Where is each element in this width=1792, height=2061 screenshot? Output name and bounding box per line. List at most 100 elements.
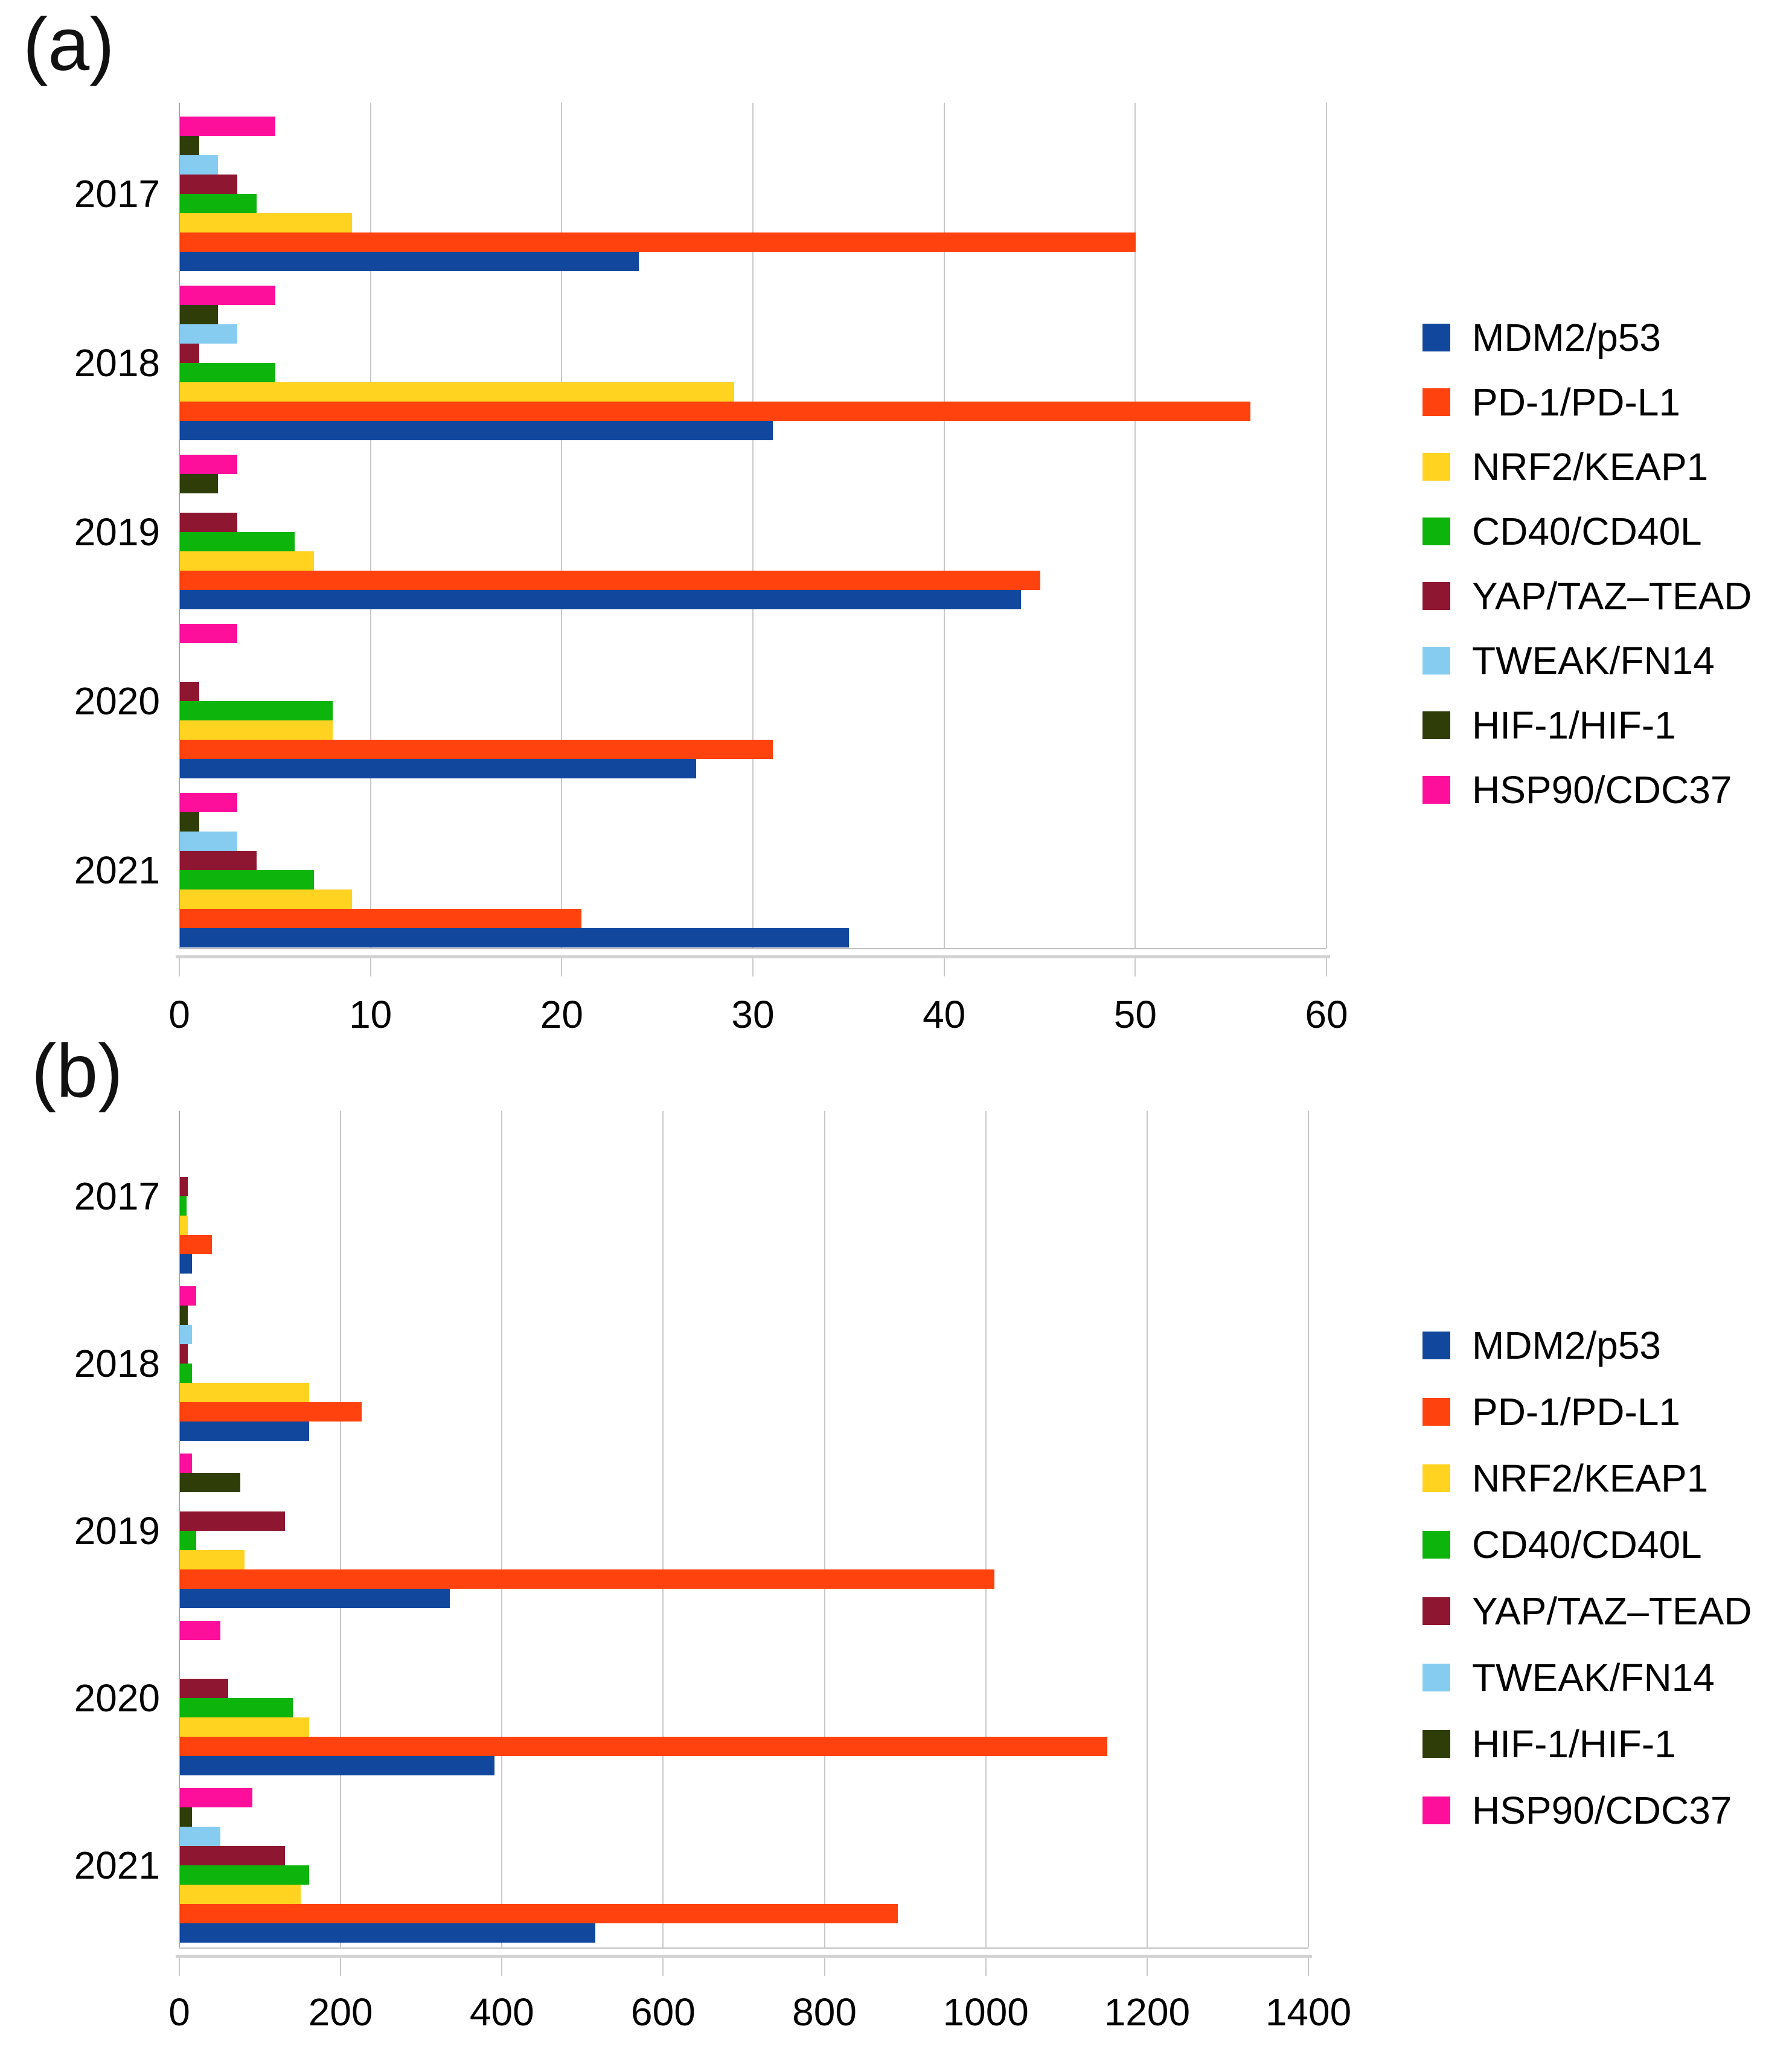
x-tick-label-1400: 1400: [1265, 1990, 1352, 2034]
legend-swatch-pd-1-pd-l1: [1422, 388, 1450, 416]
bar-hif-1-hif-1-2021: [180, 1807, 192, 1827]
bar-mdm2-p53-2017: [180, 252, 639, 271]
x-axis-tick: [179, 1958, 180, 1976]
bar-cd40-cd40l-2018: [180, 363, 275, 382]
x-tick-label-200: 200: [308, 1990, 373, 2034]
bar-hif-1-hif-1-2018: [180, 305, 218, 324]
bar-cd40-cd40l-2019: [180, 532, 295, 551]
bar-yap-taz-tead-2019: [180, 1511, 285, 1531]
legend-swatch-hif-1-hif-1: [1422, 1730, 1450, 1758]
bar-mdm2-p53-2018: [180, 1422, 309, 1441]
bar-tweak-fn14-2017: [180, 155, 218, 175]
legend-swatch-mdm2-p53: [1422, 324, 1450, 351]
bar-nrf2-keap1-2021: [180, 1885, 301, 1904]
y-axis-label-2020: 2020: [74, 1676, 160, 1720]
bar-cd40-cd40l-2020: [180, 701, 333, 720]
legend-label-hif-1-hif-1: HIF-1/HIF-1: [1472, 1722, 1676, 1766]
bar-nrf2-keap1-2019: [180, 551, 314, 571]
bar-pd-1-pd-l1-2021: [180, 1904, 898, 1923]
bar-cd40-cd40l-2019: [180, 1531, 196, 1550]
legend-label-hsp90-cdc37: HSP90/CDC37: [1472, 1789, 1732, 1832]
bar-mdm2-p53-2017: [180, 1254, 192, 1274]
gridline: [752, 103, 754, 948]
bar-nrf2-keap1-2019: [180, 1550, 245, 1569]
bar-tweak-fn14-2018: [180, 324, 237, 344]
bar-hsp90-cdc37-2021: [180, 793, 237, 812]
x-axis-line: [179, 948, 1326, 949]
bar-hif-1-hif-1-2019: [180, 1473, 240, 1492]
x-tick-label-1200: 1200: [1104, 1990, 1191, 2034]
x-tick-label-0: 0: [168, 993, 190, 1036]
legend-label-tweak-fn14: TWEAK/FN14: [1472, 639, 1715, 682]
bar-yap-taz-tead-2021: [180, 851, 257, 870]
x-tick-label-1000: 1000: [942, 1990, 1029, 2034]
bar-hsp90-cdc37-2021: [180, 1788, 252, 1807]
bar-tweak-fn14-2021: [180, 832, 237, 851]
x-axis-band: [176, 955, 1330, 958]
x-axis-tick: [662, 1958, 664, 1976]
legend-swatch-tweak-fn14: [1422, 647, 1450, 675]
bar-yap-taz-tead-2020: [180, 1679, 228, 1698]
legend-label-yap-taz-tead: YAP/TAZ–TEAD: [1472, 574, 1752, 618]
gridline: [1146, 1111, 1148, 1947]
x-axis-tick: [985, 1958, 987, 1976]
legend-label-cd40-cd40l: CD40/CD40L: [1472, 1523, 1702, 1566]
x-axis-tick: [1146, 1958, 1148, 1976]
legend-swatch-nrf2-keap1: [1422, 453, 1450, 481]
gridline: [1326, 103, 1327, 948]
bar-yap-taz-tead-2017: [180, 1177, 188, 1196]
gridline: [1134, 103, 1136, 948]
x-tick-label-400: 400: [469, 1990, 534, 2034]
bar-cd40-cd40l-2018: [180, 1364, 192, 1383]
bar-nrf2-keap1-2017: [180, 1216, 188, 1235]
y-axis-label-2018: 2018: [74, 1342, 160, 1385]
legend-label-mdm2-p53: MDM2/p53: [1472, 1324, 1661, 1367]
bar-pd-1-pd-l1-2018: [180, 1402, 362, 1422]
legend-label-pd-1-pd-l1: PD-1/PD-L1: [1472, 380, 1680, 424]
y-axis-label-2020: 2020: [74, 679, 160, 723]
bar-hif-1-hif-1-2017: [180, 136, 199, 155]
y-axis-line: [179, 1111, 180, 1947]
gridline: [561, 103, 563, 948]
y-axis-line: [179, 103, 180, 948]
bar-pd-1-pd-l1-2020: [180, 740, 773, 759]
legend-swatch-hsp90-cdc37: [1422, 776, 1450, 804]
x-axis-tick: [1134, 958, 1136, 976]
y-axis-label-2021: 2021: [74, 848, 160, 892]
x-tick-label-40: 40: [923, 993, 966, 1036]
gridline: [824, 1111, 825, 1947]
legend-label-mdm2-p53: MDM2/p53: [1472, 316, 1661, 359]
gridline: [340, 1111, 342, 1947]
bar-cd40-cd40l-2021: [180, 870, 314, 889]
legend-label-hsp90-cdc37: HSP90/CDC37: [1472, 768, 1732, 812]
bar-hsp90-cdc37-2017: [180, 117, 275, 136]
bar-nrf2-keap1-2020: [180, 1717, 309, 1737]
bar-cd40-cd40l-2017: [180, 1196, 187, 1216]
x-axis-band: [176, 1955, 1312, 1958]
bar-hsp90-cdc37-2019: [180, 1454, 192, 1473]
bar-pd-1-pd-l1-2019: [180, 1569, 994, 1589]
x-tick-label-600: 600: [631, 1990, 696, 2034]
x-tick-label-20: 20: [540, 993, 583, 1036]
panel-a-label: (a): [23, 3, 115, 86]
x-tick-label-30: 30: [731, 993, 775, 1036]
x-axis-line: [179, 1947, 1308, 1949]
legend-swatch-yap-taz-tead: [1422, 1597, 1450, 1625]
bar-cd40-cd40l-2020: [180, 1698, 293, 1717]
bar-hsp90-cdc37-2018: [180, 1286, 196, 1306]
legend-swatch-cd40-cd40l: [1422, 1531, 1450, 1559]
bar-pd-1-pd-l1-2017: [180, 232, 1136, 252]
bar-mdm2-p53-2019: [180, 1589, 450, 1608]
bar-nrf2-keap1-2020: [180, 720, 333, 740]
legend-swatch-yap-taz-tead: [1422, 582, 1450, 610]
panel-b-label: (b): [31, 1030, 123, 1113]
legend-label-cd40-cd40l: CD40/CD40L: [1472, 510, 1702, 553]
bar-hsp90-cdc37-2020: [180, 1621, 220, 1640]
bar-mdm2-p53-2021: [180, 928, 849, 947]
x-tick-label-0: 0: [168, 1990, 190, 2034]
bar-yap-taz-tead-2021: [180, 1846, 285, 1865]
bar-hif-1-hif-1-2021: [180, 812, 199, 832]
bar-pd-1-pd-l1-2020: [180, 1737, 1107, 1756]
legend-label-pd-1-pd-l1: PD-1/PD-L1: [1472, 1390, 1680, 1434]
